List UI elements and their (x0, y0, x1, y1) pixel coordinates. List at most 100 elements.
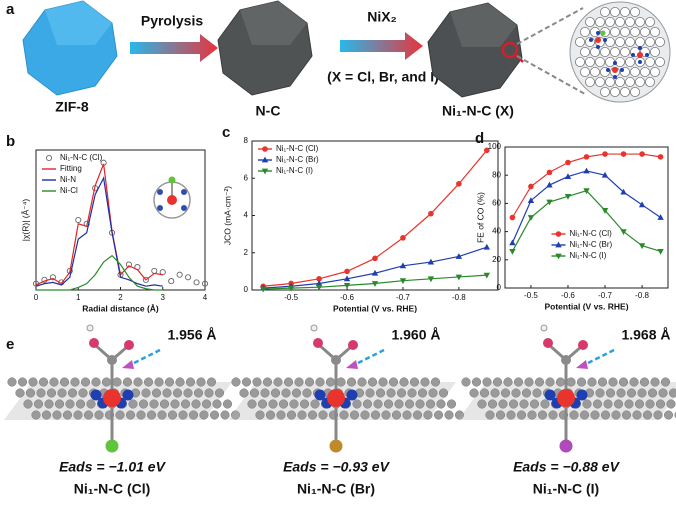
carbon-atom (365, 388, 375, 398)
marker (371, 269, 379, 276)
carbon-atom (519, 399, 529, 409)
carbon-atom (230, 410, 241, 420)
lattice-ring (625, 57, 636, 68)
carbon-atom (33, 399, 44, 409)
carbon-atom (352, 399, 362, 409)
series-line (511, 153, 661, 218)
lattice-ring (635, 77, 646, 88)
carbon-atom (252, 377, 262, 387)
halide-atom (600, 30, 606, 36)
panel-label: c (222, 124, 230, 141)
carbon-atom (626, 388, 637, 398)
arrow (130, 34, 218, 62)
lattice-ring (650, 67, 661, 78)
lattice-ring (585, 57, 596, 68)
marker (564, 193, 572, 200)
carbon-atom (214, 388, 225, 398)
carbon-atom (534, 377, 545, 387)
carbon-atom (537, 410, 548, 420)
x-tick-label: -0.6 (340, 293, 354, 302)
carbon-atom (375, 388, 386, 398)
n-atom (638, 60, 642, 64)
marker (546, 181, 553, 188)
carbon-atom (73, 410, 83, 420)
marker (528, 183, 534, 190)
lattice-ring (635, 16, 646, 27)
lattice-ring (640, 67, 651, 78)
carbon-atom (159, 399, 170, 409)
panel-label: b (6, 133, 15, 150)
carbon-atom (49, 377, 59, 387)
carbon-atom (291, 388, 302, 398)
carbon-atom (222, 399, 233, 409)
carbon-atom (283, 377, 294, 387)
carbon-atom (634, 399, 645, 409)
carbon-atom (415, 399, 425, 409)
n-atom (606, 68, 610, 72)
lattice-ring (600, 7, 611, 17)
carbon-atom (454, 410, 465, 420)
lattice-ring (605, 37, 616, 48)
carbon-atom (409, 377, 420, 387)
lattice-ring (585, 16, 596, 27)
carbon-atom (80, 377, 91, 387)
marker (343, 282, 351, 289)
lattice-ring (590, 67, 601, 78)
marker (49, 274, 56, 281)
marker (201, 280, 209, 287)
carbon-atom (149, 399, 159, 409)
carbon-atom (624, 399, 634, 409)
marker (316, 276, 322, 282)
facet (450, 3, 517, 47)
carbon-atom (62, 410, 73, 420)
carbon-atom (75, 399, 86, 409)
marker (343, 275, 351, 282)
carbon-atom (325, 377, 336, 387)
carbon-atom (122, 377, 133, 387)
x-tick-label: 3 (161, 293, 166, 302)
lattice-ring (650, 47, 661, 58)
lattice-ring (630, 26, 641, 37)
carbon-atom (663, 410, 674, 420)
marker (583, 167, 590, 174)
marker (483, 272, 491, 279)
lattice-ring (590, 47, 601, 58)
marker (639, 151, 645, 157)
y-axis-label: |χ(R)| (Å⁻⁴) (20, 199, 30, 242)
lattice-ring (620, 26, 631, 37)
carbon-atom (430, 377, 441, 387)
n-atom (613, 61, 617, 65)
marker (287, 285, 295, 292)
carbon-atom (276, 410, 286, 420)
carbon-atom (86, 399, 96, 409)
n-atom (589, 38, 593, 42)
marker (638, 201, 646, 208)
carbon-atom (175, 377, 185, 387)
carbon-atom (394, 399, 404, 409)
carbon-atom (555, 377, 566, 387)
carbon-atom (402, 410, 412, 420)
lattice-ring (620, 7, 631, 17)
bond-length: 1.968 Å (621, 327, 670, 343)
carbon-atom (201, 399, 212, 409)
lattice-ring (630, 67, 641, 78)
n-atom (576, 389, 588, 401)
n-atom (346, 389, 358, 401)
carbon-atom (653, 410, 663, 420)
carbon-atom (268, 399, 278, 409)
carbon-atom (270, 388, 281, 398)
carbon-atom (582, 399, 592, 409)
lattice-ring (620, 87, 631, 98)
carbon-atom (367, 377, 378, 387)
carbon-atom (362, 399, 373, 409)
carbon-atom (423, 410, 433, 420)
carbon-atom (170, 399, 180, 409)
marker (583, 154, 590, 160)
carbon-atom (471, 377, 482, 387)
carbon-atom (25, 388, 36, 398)
carbon-atom (487, 399, 498, 409)
carbon-atom (608, 377, 618, 387)
carbon-atom (157, 410, 167, 420)
y-axis-label: JCO (mA·cm⁻²) (222, 186, 232, 245)
x-axis-label: Radial distance (Å) (82, 303, 159, 313)
